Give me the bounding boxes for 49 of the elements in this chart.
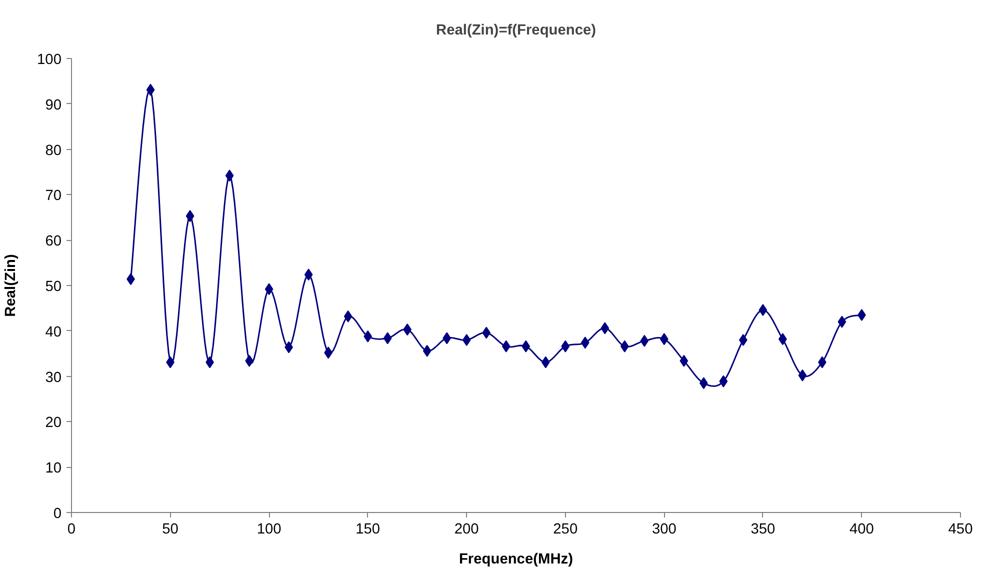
- x-tick-label: 200: [454, 522, 479, 538]
- y-tick-label: 70: [45, 188, 62, 204]
- x-tick-label: 50: [162, 522, 178, 538]
- y-tick-label: 0: [53, 506, 62, 522]
- point: [620, 340, 629, 352]
- x-tick-label: 150: [356, 522, 380, 538]
- y-axis-title: Real(Zin): [3, 254, 20, 317]
- point: [580, 336, 590, 349]
- y-tick-label: 30: [45, 370, 62, 386]
- x-tick-label: 100: [256, 522, 282, 538]
- point: [522, 340, 530, 352]
- x-tick-label: 0: [67, 522, 76, 538]
- point: [719, 375, 728, 388]
- y-tick-label: 40: [45, 324, 62, 340]
- point: [561, 340, 570, 352]
- point: [403, 324, 412, 336]
- x-tick-label: 300: [652, 522, 676, 538]
- x-tick-label: 250: [553, 522, 578, 538]
- point: [442, 332, 452, 344]
- chart-title: Real(Zin)=f(Frequence): [436, 22, 596, 38]
- point: [186, 210, 194, 222]
- point: [758, 304, 768, 316]
- y-tick-label: 100: [37, 52, 62, 68]
- point: [225, 170, 234, 182]
- point: [422, 344, 432, 357]
- y-tick-label: 60: [45, 234, 62, 250]
- point: [502, 340, 510, 352]
- y-tick-label: 80: [45, 142, 62, 159]
- point: [838, 316, 846, 328]
- point: [541, 356, 550, 368]
- point: [600, 322, 610, 334]
- point: [462, 334, 471, 346]
- point: [304, 268, 313, 281]
- point: [383, 332, 392, 344]
- point: [146, 84, 155, 96]
- x-tick-label: 450: [948, 522, 973, 538]
- y-tick-label: 50: [45, 279, 62, 295]
- x-tick-label: 400: [849, 522, 874, 538]
- y-tick-label: 10: [45, 460, 62, 477]
- y-tick-label: 90: [45, 97, 62, 114]
- x-tick-label: 350: [750, 522, 776, 538]
- point: [482, 326, 491, 339]
- point: [640, 334, 649, 347]
- point: [680, 354, 688, 367]
- y-tick-label: 20: [45, 415, 62, 432]
- x-axis-title: Frequence(MHz): [459, 552, 574, 568]
- point: [798, 369, 807, 382]
- point: [264, 283, 274, 296]
- point: [344, 310, 352, 322]
